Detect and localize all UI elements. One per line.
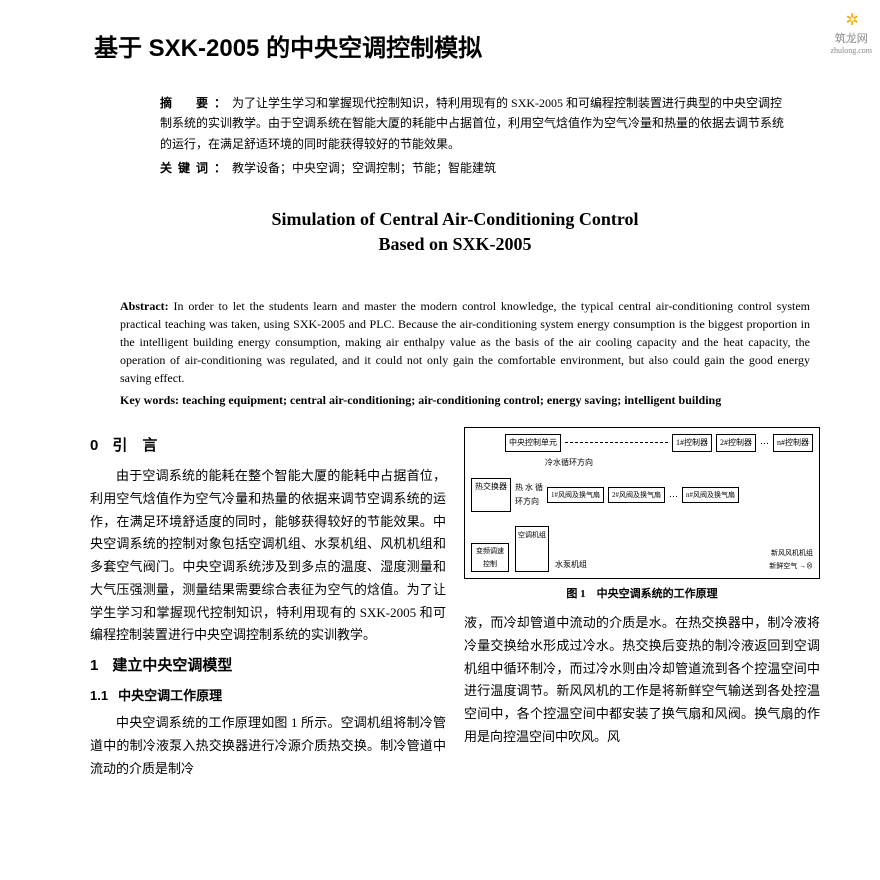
fig-freshair: 新鲜空气 →⊗ [769, 560, 813, 572]
fig-central-ctrl: 中央控制单元 [505, 434, 561, 452]
col2-paragraph: 液，而冷却管道中流动的介质是水。在热交换器中，制冷液将冷量交换给水形成过冷水。热… [464, 612, 820, 749]
figure-1-caption: 图 1 中央空调系统的工作原理 [464, 585, 820, 604]
abstract-zh-label: 摘 要： [160, 96, 232, 110]
p-1-1: 中央空调系统的工作原理如图 1 所示。空调机组将制冷管道中的制冷液泵入热交换器进… [90, 712, 446, 780]
keywords-zh-text: 教学设备；中央空调；空调控制；节能；智能建筑 [232, 161, 496, 175]
fig-hot-cycle: 热水循环方向 [515, 481, 543, 509]
keywords-zh: 关键词：教学设备；中央空调；空调控制；节能；智能建筑 [160, 158, 790, 178]
two-column-body: 0引 言 由于空调系统的能耗在整个智能大厦的能耗中占据首位，利用空气焓值作为空气… [90, 427, 820, 781]
fig-cold-cycle: 冷水循环方向 [545, 456, 593, 470]
fig-fan-2: 2#风阀及换气扇 [608, 487, 665, 503]
abstract-zh-text: 为了让学生学习和掌握现代控制知识，特利用现有的 SXK-2005 和可编程控制装… [160, 96, 784, 151]
intro-paragraph: 由于空调系统的能耗在整个智能大厦的能耗中占据首位，利用空气焓值作为空气冷量和热量… [90, 465, 446, 647]
watermark-logo-icon: ✲ [830, 10, 872, 30]
fig-ctrl-2: 2#控制器 [716, 434, 756, 452]
title-en: Simulation of Central Air-Conditioning C… [90, 207, 820, 257]
figure-1: 中央控制单元 1#控制器 2#控制器 … n#控制器 冷水循环方向 热交换器 热… [464, 427, 820, 579]
title-zh: 基于 SXK-2005 的中央空调控制模拟 [94, 28, 820, 63]
fig-acu: 空调机组 [515, 526, 549, 572]
title-en-line1: Simulation of Central Air-Conditioning C… [90, 207, 820, 232]
section-1-1-heading: 1.1中央空调工作原理 [90, 685, 446, 708]
abstract-zh: 摘 要：为了让学生学习和掌握现代控制知识，特利用现有的 SXK-2005 和可编… [160, 93, 790, 179]
abstract-en: Abstract: In order to let the students l… [120, 297, 810, 409]
abstract-en-label: Abstract: [120, 299, 174, 313]
keywords-zh-label: 关键词： [160, 161, 232, 175]
column-left: 0引 言 由于空调系统的能耗在整个智能大厦的能耗中占据首位，利用空气焓值作为空气… [90, 427, 446, 781]
section-1-heading: 1建立中央空调模型 [90, 653, 446, 679]
keywords-en-text: teaching equipment; central air-conditio… [182, 393, 721, 407]
fig-vfd: 变频调速控制 [471, 543, 509, 572]
keywords-en: Key words: teaching equipment; central a… [120, 391, 810, 409]
abstract-en-text: In order to let the students learn and m… [120, 299, 810, 385]
fig-hex: 热交换器 [471, 478, 511, 512]
column-right: 中央控制单元 1#控制器 2#控制器 … n#控制器 冷水循环方向 热交换器 热… [464, 427, 820, 781]
watermark-sub: zhulong.com [830, 46, 872, 55]
page: 基于 SXK-2005 的中央空调控制模拟 摘 要：为了让学生学习和掌握现代控制… [0, 0, 880, 780]
fig-ctrl-1: 1#控制器 [672, 434, 712, 452]
section-0-heading: 0引 言 [90, 433, 446, 459]
title-en-line2: Based on SXK-2005 [90, 232, 820, 257]
watermark-text: 筑龙网 [830, 30, 872, 46]
fig-pump: 水泵机组 [555, 558, 587, 572]
keywords-en-label: Key words: [120, 393, 182, 407]
watermark: ✲ 筑龙网 zhulong.com [830, 10, 872, 55]
fig-ctrl-n: n#控制器 [773, 434, 813, 452]
fig-freshfan: 新风风机机组 [769, 547, 813, 559]
fig-fan-n: n#风阀及换气扇 [682, 487, 739, 503]
fig-fan-1: 1#风阀及换气扇 [547, 487, 604, 503]
